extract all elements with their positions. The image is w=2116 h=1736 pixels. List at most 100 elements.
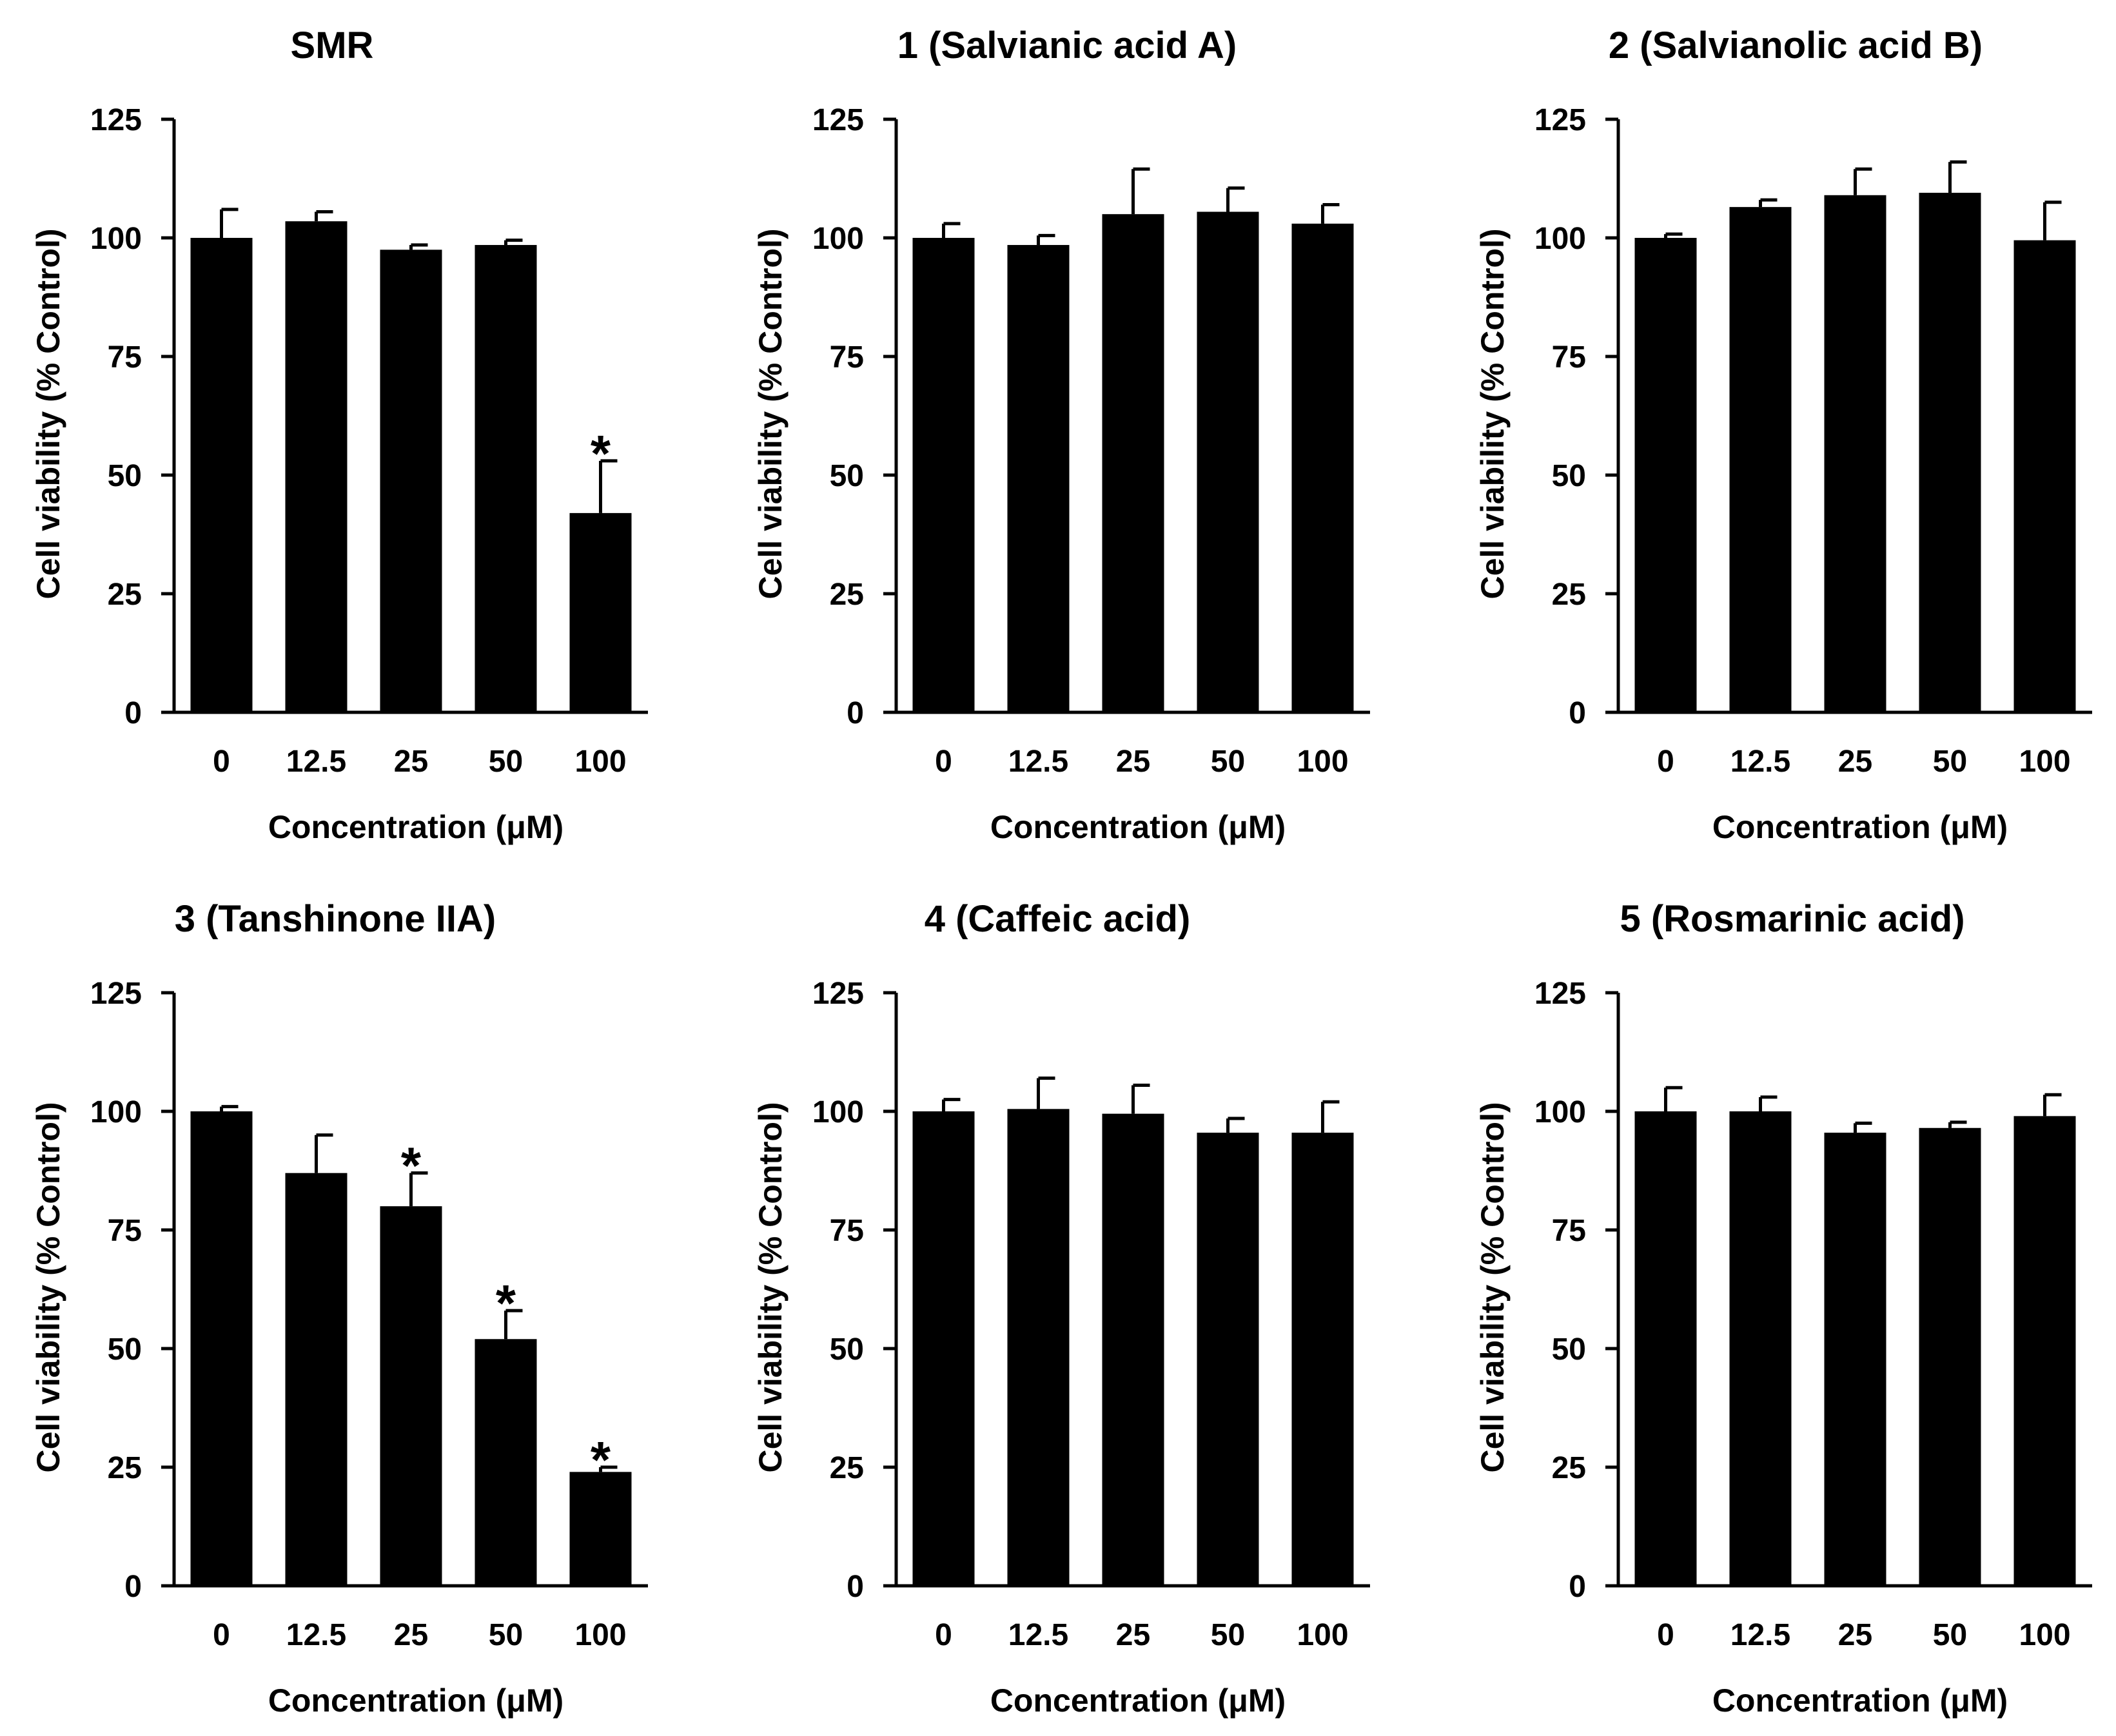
x-tick-label: 0 bbox=[935, 745, 952, 779]
panel-title: 1 (Salvianic acid A) bbox=[897, 24, 1237, 66]
y-tick-label: 75 bbox=[108, 340, 142, 375]
y-tick-label: 50 bbox=[830, 1332, 864, 1367]
x-tick-label: 25 bbox=[394, 745, 428, 779]
bar bbox=[1102, 1113, 1164, 1586]
y-axis-title: Cell viability (% Control) bbox=[30, 1102, 66, 1472]
x-axis-title: Concentration (μM) bbox=[1712, 809, 2008, 845]
x-tick-label: 50 bbox=[489, 745, 523, 779]
panel-rosmarinic-acid: 5 (Rosmarinic acid) Cell viability (% Co… bbox=[1474, 898, 2092, 1719]
y-tick-label: 0 bbox=[847, 1570, 864, 1604]
x-tick-label: 25 bbox=[1116, 1618, 1150, 1652]
y-tick-label: 25 bbox=[830, 1451, 864, 1485]
x-tick-label: 25 bbox=[1838, 745, 1872, 779]
significance-marker: * bbox=[591, 425, 611, 482]
plot-area: 0 25 50 75 100 125 0 12.5 25 50 100 bbox=[812, 977, 1370, 1652]
panel-title: SMR bbox=[291, 24, 374, 66]
y-tick-label: 75 bbox=[1552, 340, 1586, 375]
panel-tanshinone-iia: 3 (Tanshinone IIA) Cell viability (% Con… bbox=[30, 898, 648, 1719]
panel-title: 3 (Tanshinone IIA) bbox=[175, 898, 496, 940]
y-tick-label: 0 bbox=[847, 696, 864, 730]
x-tick-label: 100 bbox=[2019, 1618, 2070, 1652]
y-tick-label: 0 bbox=[1569, 696, 1586, 730]
bar bbox=[1007, 1109, 1070, 1586]
x-tick-label: 25 bbox=[1116, 745, 1150, 779]
plot-area: 0 25 50 75 100 125 0 12.5 25 50 100 bbox=[1534, 977, 2092, 1652]
y-axis-title: Cell viability (% Control) bbox=[1474, 228, 1511, 599]
x-tick-label: 25 bbox=[394, 1618, 428, 1652]
bar bbox=[1102, 214, 1164, 712]
y-tick-label: 25 bbox=[1552, 1451, 1586, 1485]
bar bbox=[285, 1173, 348, 1586]
y-axis-title: Cell viability (% Control) bbox=[752, 228, 789, 599]
bar bbox=[1634, 238, 1697, 712]
panel-salvianic-acid-a: 1 (Salvianic acid A) Cell viability (% C… bbox=[752, 24, 1370, 845]
y-tick-label: 100 bbox=[1534, 1095, 1586, 1129]
bar bbox=[1729, 207, 1792, 712]
bar bbox=[1291, 1133, 1354, 1586]
x-tick-label: 100 bbox=[2019, 745, 2070, 779]
bar bbox=[569, 1472, 632, 1586]
bar bbox=[1007, 245, 1070, 712]
x-tick-label: 50 bbox=[1933, 1618, 1967, 1652]
x-tick-label: 12.5 bbox=[1008, 1618, 1068, 1652]
bar bbox=[2013, 240, 2076, 712]
x-tick-label: 12.5 bbox=[1730, 745, 1790, 779]
plot-area: 0 25 50 75 100 125 0 12.5 25 50 100 bbox=[1534, 103, 2092, 779]
y-tick-label: 75 bbox=[830, 340, 864, 375]
bar bbox=[1634, 1111, 1697, 1586]
bar bbox=[475, 245, 537, 712]
y-tick-label: 25 bbox=[830, 578, 864, 612]
x-tick-label: 12.5 bbox=[286, 1618, 346, 1652]
bar bbox=[1197, 1133, 1259, 1586]
bar bbox=[1729, 1111, 1792, 1586]
y-tick-label: 0 bbox=[124, 696, 142, 730]
x-tick-label: 0 bbox=[213, 1618, 230, 1652]
x-tick-label: 100 bbox=[1297, 745, 1348, 779]
x-tick-label: 50 bbox=[1211, 745, 1245, 779]
x-tick-label: 0 bbox=[213, 745, 230, 779]
bar bbox=[1824, 195, 1886, 712]
y-tick-label: 100 bbox=[1534, 222, 1586, 256]
y-axis-title: Cell viability (% Control) bbox=[752, 1102, 789, 1472]
bar bbox=[190, 238, 253, 712]
x-axis-title: Concentration (μM) bbox=[990, 809, 1286, 845]
x-tick-label: 12.5 bbox=[1008, 745, 1068, 779]
y-tick-label: 75 bbox=[108, 1214, 142, 1248]
y-tick-label: 50 bbox=[1552, 1332, 1586, 1367]
y-tick-label: 125 bbox=[812, 977, 864, 1011]
y-axis-title: Cell viability (% Control) bbox=[30, 228, 66, 599]
y-tick-label: 125 bbox=[1534, 977, 1586, 1011]
bar bbox=[380, 1206, 442, 1586]
x-tick-label: 0 bbox=[1657, 745, 1674, 779]
y-tick-label: 125 bbox=[812, 103, 864, 137]
y-tick-label: 100 bbox=[90, 1095, 142, 1129]
bar bbox=[912, 1111, 975, 1586]
significance-marker: * bbox=[496, 1274, 516, 1332]
y-tick-label: 75 bbox=[1552, 1214, 1586, 1248]
y-tick-label: 50 bbox=[108, 459, 142, 493]
y-tick-label: 0 bbox=[124, 1570, 142, 1604]
panel-salvianolic-acid-b: 2 (Salvianolic acid B) Cell viability (%… bbox=[1474, 24, 2092, 845]
panel-title: 5 (Rosmarinic acid) bbox=[1620, 898, 1964, 940]
y-tick-label: 25 bbox=[108, 1451, 142, 1485]
bar bbox=[1824, 1133, 1886, 1586]
significance-marker: * bbox=[401, 1137, 422, 1195]
bar bbox=[190, 1111, 253, 1586]
x-tick-label: 50 bbox=[1933, 745, 1967, 779]
x-tick-label: 12.5 bbox=[286, 745, 346, 779]
x-tick-label: 0 bbox=[935, 1618, 952, 1652]
plot-area: 0 25 50 75 100 125 0 12.5 25 50 100 bbox=[812, 103, 1370, 779]
y-tick-label: 0 bbox=[1569, 1570, 1586, 1604]
y-tick-label: 100 bbox=[90, 222, 142, 256]
bar bbox=[1919, 1127, 1981, 1586]
x-axis-title: Concentration (μM) bbox=[1712, 1682, 2008, 1719]
x-tick-label: 100 bbox=[574, 745, 626, 779]
x-tick-label: 100 bbox=[574, 1618, 626, 1652]
x-tick-label: 50 bbox=[1211, 1618, 1245, 1652]
y-tick-label: 100 bbox=[812, 1095, 864, 1129]
bar bbox=[475, 1339, 537, 1586]
significance-marker: * bbox=[591, 1431, 611, 1488]
bar bbox=[1919, 193, 1981, 713]
panel-title: 4 (Caffeic acid) bbox=[925, 898, 1191, 940]
